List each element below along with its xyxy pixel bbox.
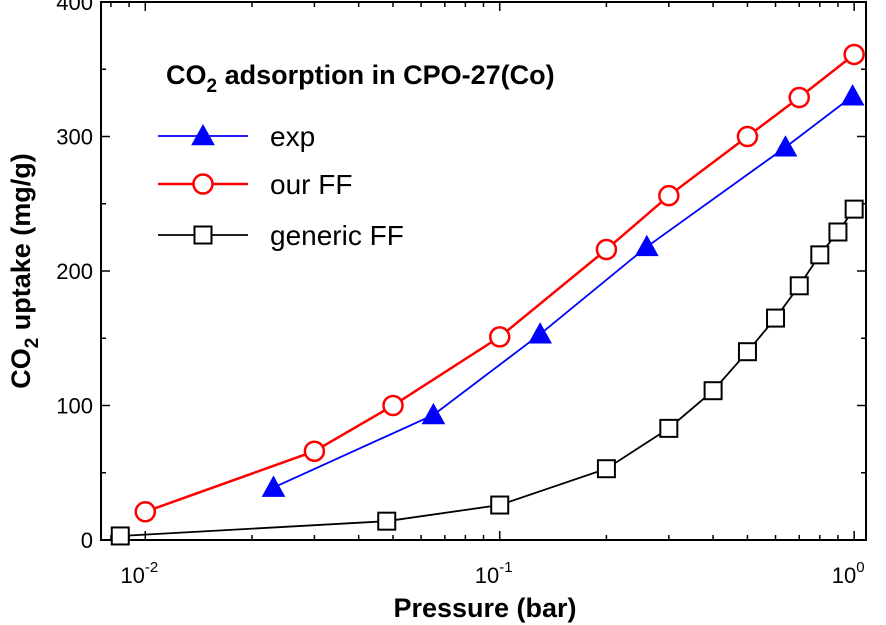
- legend: exp our FF generic FF: [158, 121, 404, 251]
- data-point-our-ff: [134, 501, 157, 523]
- x-axis-title: Pressure (bar): [393, 593, 576, 623]
- axis-ticks: [101, 1, 866, 541]
- data-point-generic-ff: [490, 495, 510, 515]
- series-layer: [110, 43, 865, 546]
- x-tick-label: 100: [832, 559, 865, 588]
- data-point-exp: [421, 402, 446, 425]
- data-point-our-ff: [382, 394, 404, 417]
- legend-marker: [192, 173, 214, 195]
- x-tick-label: 10-1: [475, 559, 513, 588]
- tick-labels: 0 100 200 300 400 10-2 10-1 100: [56, 0, 864, 588]
- series-generic-ff: [110, 199, 864, 546]
- data-point-generic-ff: [828, 222, 848, 242]
- data-point-exp: [528, 322, 552, 344]
- y-axis-title: CO2 uptake (mg/g): [6, 153, 43, 389]
- series-line-generic-ff: [120, 208, 855, 537]
- data-point-generic-ff: [810, 245, 830, 265]
- data-point-generic-ff: [737, 342, 757, 362]
- y-tick-label: 300: [56, 125, 93, 150]
- data-point-our-ff: [595, 238, 618, 261]
- series-line-exp: [273, 95, 854, 489]
- data-point-generic-ff: [844, 199, 864, 219]
- y-tick-label: 0: [81, 528, 93, 553]
- data-point-exp: [773, 135, 798, 157]
- data-point-our-ff: [788, 86, 811, 109]
- data-point-our-ff: [736, 125, 759, 148]
- legend-item-generic-ff: generic FF: [158, 220, 404, 251]
- data-point-exp: [840, 84, 865, 106]
- series-line-our-ff: [144, 53, 855, 513]
- data-point-exp: [261, 475, 286, 497]
- data-point-our-ff: [303, 440, 326, 462]
- legend-label: our FF: [270, 169, 352, 200]
- data-point-generic-ff: [659, 418, 679, 438]
- data-point-exp: [634, 234, 659, 257]
- y-tick-label: 200: [56, 259, 93, 284]
- series-exp: [261, 84, 865, 497]
- legend-item-exp: exp: [158, 121, 315, 152]
- legend-label: exp: [270, 121, 315, 152]
- x-tick-label: 10-2: [120, 559, 158, 588]
- legend-item-our-ff: our FF: [158, 169, 352, 200]
- y-tick-label: 100: [56, 394, 93, 419]
- series-our-ff: [134, 43, 865, 523]
- y-tick-label: 400: [56, 0, 93, 15]
- legend-marker: [191, 123, 215, 146]
- data-point-generic-ff: [110, 526, 130, 546]
- chart-title: CO2 adsorption in CPO-27(Co): [166, 60, 555, 97]
- data-point-generic-ff: [377, 511, 397, 531]
- data-point-our-ff: [658, 184, 680, 207]
- data-point-generic-ff: [596, 459, 616, 479]
- data-point-generic-ff: [703, 381, 723, 401]
- data-point-our-ff: [488, 326, 511, 348]
- legend-label: generic FF: [270, 220, 404, 251]
- data-point-generic-ff: [766, 308, 786, 328]
- data-point-our-ff: [843, 43, 865, 66]
- data-point-generic-ff: [789, 276, 809, 296]
- legend-marker: [193, 225, 213, 245]
